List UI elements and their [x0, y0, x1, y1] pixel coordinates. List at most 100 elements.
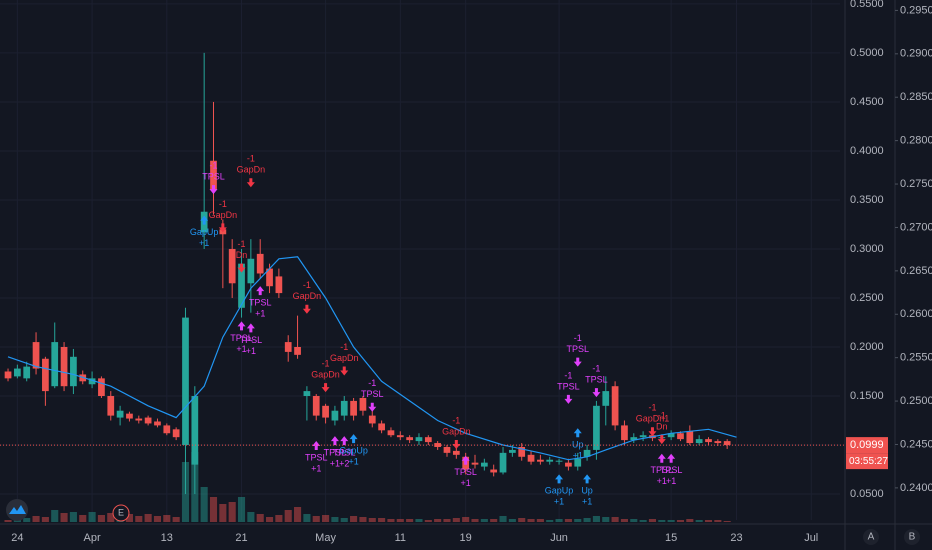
signal-arrow: [368, 402, 377, 412]
signal-qty: -1: [303, 280, 311, 290]
signal-arrow: [657, 435, 666, 445]
signal-label: TPSL: [324, 447, 347, 457]
signal-arrow: [209, 185, 218, 195]
volume-bar: [536, 519, 544, 522]
x-tick-label: 13: [161, 532, 173, 544]
signal-qty: +1: [348, 457, 358, 467]
signal-qty: -1: [592, 363, 600, 373]
y2-tick-label: 0.2450: [900, 438, 932, 450]
volume-bar: [303, 514, 311, 522]
candle-body: [312, 396, 320, 416]
volume-bar: [107, 513, 115, 522]
candle-body: [266, 268, 273, 287]
candle-body: [154, 421, 161, 426]
signal-arrow: [657, 453, 666, 463]
signal-label: GapDn1: [636, 414, 670, 424]
candle-body: [396, 435, 404, 438]
volume-bar: [41, 517, 49, 522]
candle-body: [303, 391, 311, 397]
y-tick-label: 0.3000: [850, 243, 884, 255]
signal-arrow: [200, 215, 209, 225]
candle-body: [677, 433, 684, 440]
logo-circle: [6, 499, 28, 521]
scale-button[interactable]: [863, 529, 879, 545]
signal-label: TPSL: [333, 447, 356, 457]
signal-qty: +1: [330, 458, 340, 468]
signal-arrow: [648, 427, 657, 437]
x-tick-label: Apr: [84, 532, 101, 544]
signal-qty: -1: [658, 410, 666, 420]
candle-body: [191, 396, 199, 465]
candle-body: [452, 450, 460, 455]
candle-body: [480, 462, 488, 467]
volume-bar: [424, 520, 432, 522]
volume-bar: [527, 519, 535, 522]
signal-label: Dn: [236, 250, 248, 260]
signal-arrow: [583, 474, 592, 484]
earnings-label: E: [118, 507, 124, 517]
candle-body: [116, 410, 124, 418]
candle-body: [135, 418, 143, 421]
candle-body: [593, 405, 600, 450]
candle-body: [60, 346, 68, 387]
candle-body: [42, 358, 49, 392]
signal-qty: -1: [322, 359, 330, 369]
candle-body: [509, 449, 516, 453]
volume-bar: [415, 519, 423, 522]
volume-bar: [331, 517, 339, 522]
volume-bar: [574, 519, 582, 522]
y-tick-label: 0.3500: [850, 194, 884, 206]
volume-bar: [144, 514, 152, 522]
signal-label: GapDn: [311, 370, 340, 380]
candle-body: [621, 425, 628, 441]
volume-bar: [723, 521, 731, 522]
y2-tick-label: 0.2900: [900, 48, 932, 60]
y2-tick-label: 0.2650: [900, 265, 932, 277]
volume-bar: [602, 517, 610, 522]
volume-bar: [23, 518, 31, 522]
scale-button[interactable]: [904, 529, 920, 545]
candle-body: [14, 368, 21, 377]
signal-qty: +1: [666, 476, 676, 486]
candle-body: [406, 437, 413, 441]
signal-label: Dn: [656, 421, 668, 431]
candle-body: [163, 425, 171, 434]
volume-bar: [396, 519, 404, 522]
candle-body: [144, 417, 152, 424]
y-tick-label: 0.1500: [850, 390, 884, 402]
y-tick-label: 0.2500: [850, 292, 884, 304]
y2-tick-label: 0.2750: [900, 178, 932, 190]
volume-bar: [322, 515, 330, 522]
volume-bar: [4, 520, 12, 522]
candle-body: [630, 437, 638, 441]
volume-bar: [69, 512, 77, 522]
x-tick-label: 24: [11, 532, 23, 544]
candle-body: [387, 430, 395, 436]
x-tick-label: 19: [460, 532, 472, 544]
signal-arrow: [312, 441, 321, 451]
earnings-marker[interactable]: E: [112, 504, 130, 522]
candle-body: [574, 458, 582, 467]
volume-bar: [434, 519, 442, 522]
y-tick-label: 0.2000: [850, 341, 884, 353]
volume-bar: [32, 516, 40, 522]
candle-body: [70, 356, 77, 387]
candle-body: [172, 429, 180, 438]
candle-body: [583, 449, 591, 457]
moving-average: [7, 256, 737, 461]
signal-arrow: [237, 321, 246, 331]
signal-qty: -1: [368, 378, 376, 388]
signal-qty: -1: [574, 333, 582, 343]
candle-body: [275, 276, 283, 294]
signal-qty: +1: [582, 497, 592, 507]
signal-arrow: [461, 455, 470, 465]
signal-label: TPSL: [305, 452, 328, 462]
volume-bar: [630, 519, 638, 522]
signal-arrow: [340, 366, 349, 376]
y-tick-label: 0.5500: [850, 0, 884, 10]
candle-body: [546, 459, 554, 462]
candle-body: [611, 386, 619, 426]
signal-arrow: [302, 304, 311, 314]
candle-body: [537, 459, 544, 462]
candle-body: [667, 433, 675, 438]
